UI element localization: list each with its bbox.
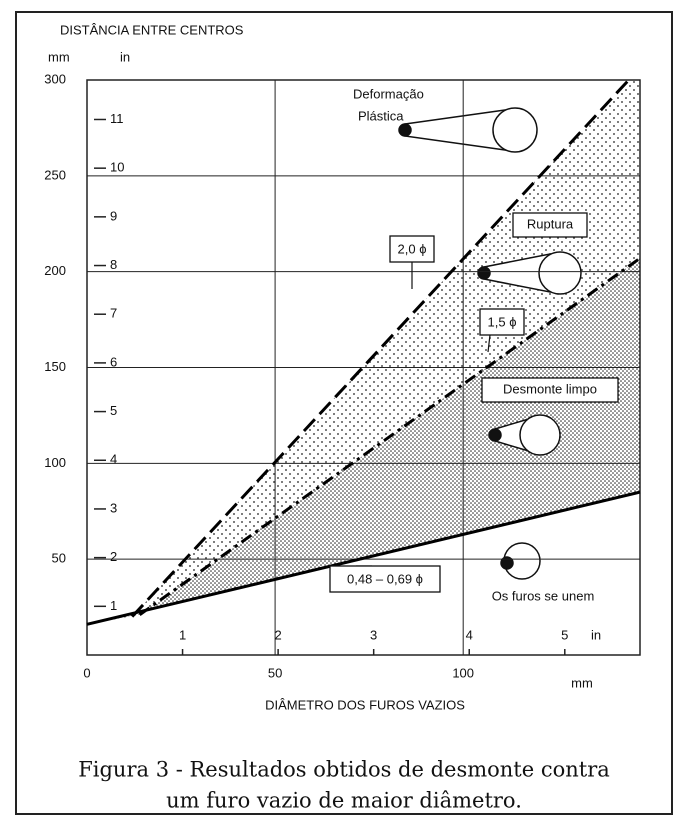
y2-tick-label: 7: [110, 306, 117, 321]
y2-tick-label: 2: [110, 549, 117, 564]
y2-tick-label: 1: [110, 598, 117, 613]
y2-tick-label: 3: [110, 500, 117, 515]
x-unit: mm: [571, 675, 593, 690]
icon: [500, 556, 514, 570]
series-line: [131, 78, 630, 618]
hole-icons: [398, 107, 582, 580]
icon: [488, 428, 502, 442]
caption: Figura 3 - Resultados obtidos de desmont…: [78, 758, 610, 782]
x-axis-label: DIÂMETRO DOS FUROS VAZIOS: [265, 697, 465, 712]
y2-tick-label: 10: [110, 160, 124, 175]
y2-tick-label: 8: [110, 257, 117, 272]
icon: [538, 251, 582, 295]
legend-label: 0,48 – 0,69 ϕ: [347, 571, 423, 586]
y2-tick-label: 11: [110, 111, 124, 126]
series-line: [86, 490, 641, 626]
x2-tick-label: 4: [466, 627, 473, 642]
y2-tick-label: 5: [110, 403, 117, 418]
annotation: Os furos se unem: [492, 588, 595, 603]
legend-box: [479, 308, 525, 336]
frame: [15, 11, 673, 815]
annotation: Plástica: [358, 108, 404, 123]
icon: [492, 107, 538, 153]
annotation-box: [481, 377, 619, 403]
x-tick-label: 0: [83, 665, 90, 680]
icon: [398, 123, 412, 137]
x2-tick-label: 1: [179, 627, 186, 642]
y-tick-label: 100: [44, 455, 66, 470]
icon: [477, 266, 491, 280]
chart-title: DISTÂNCIA ENTRE CENTROS: [60, 22, 244, 37]
legend-label: 2,0 ϕ: [398, 241, 427, 256]
icon: [519, 414, 561, 456]
x2-tick-label: 2: [275, 627, 282, 642]
annotation: Ruptura: [527, 216, 574, 231]
icon: [404, 109, 506, 151]
y-tick-label: 250: [44, 167, 66, 182]
y-tick-label: 150: [44, 359, 66, 374]
x-tick-label: 100: [452, 665, 474, 680]
annotation: Desmonte limpo: [503, 381, 597, 396]
y-axis-label: mm: [48, 49, 70, 64]
y2-axis-label: in: [120, 49, 130, 64]
x2-unit: in: [591, 627, 601, 642]
x2-tick-label: 5: [561, 627, 568, 642]
y-tick-label: 300: [44, 71, 66, 86]
x-tick-label: 50: [268, 665, 282, 680]
y2-tick-label: 9: [110, 208, 117, 223]
series-line: [138, 257, 641, 616]
y-tick-label: 200: [44, 263, 66, 278]
caption: um furo vazio de maior diâmetro.: [166, 789, 522, 813]
y-tick-label: 50: [52, 551, 66, 566]
leader: [487, 334, 491, 353]
annotation: Deformação: [353, 86, 424, 101]
annotation-box: [512, 212, 588, 238]
legend-box: [329, 565, 441, 593]
y2-tick-label: 4: [110, 452, 117, 467]
legend-label: 1,5 ϕ: [488, 314, 517, 329]
y2-tick-label: 6: [110, 354, 117, 369]
x2-tick-label: 3: [370, 627, 377, 642]
legend-box: [389, 235, 435, 263]
